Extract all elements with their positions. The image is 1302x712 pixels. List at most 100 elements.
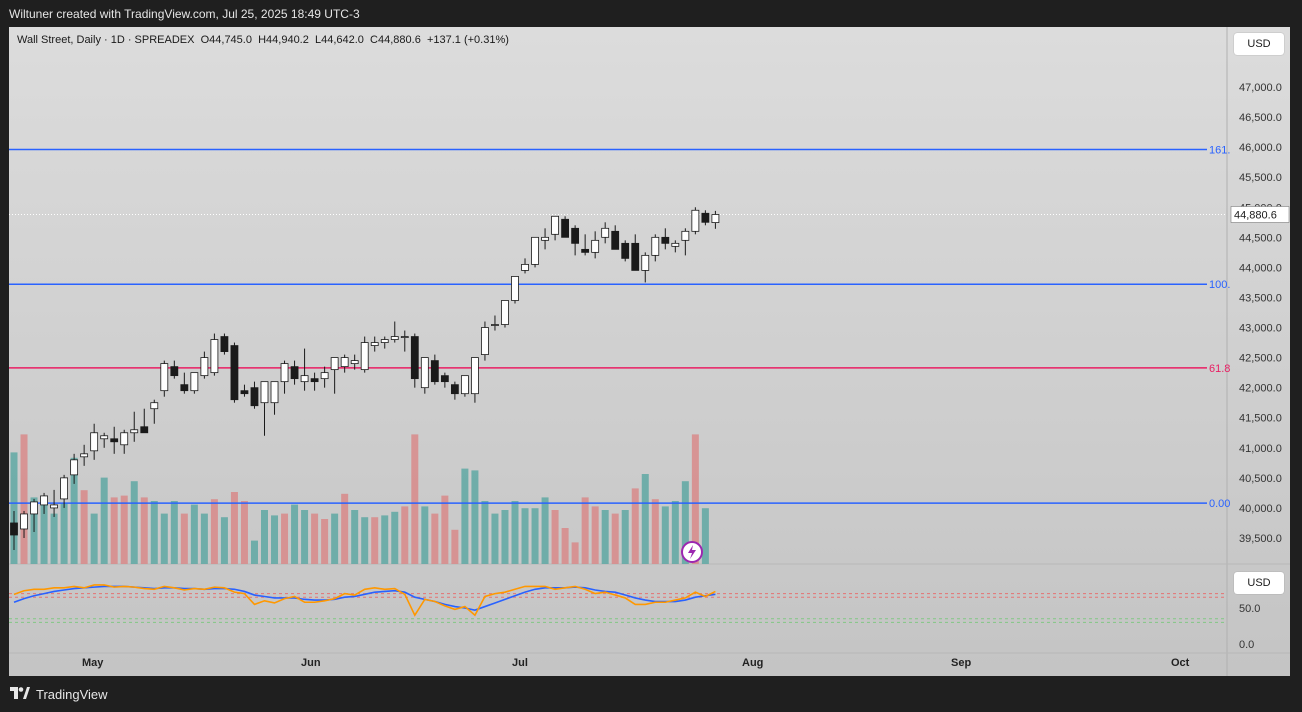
volume-bar <box>341 493 349 564</box>
y-tick-label: 43,000.0 <box>1239 323 1282 335</box>
candle-body <box>591 239 600 253</box>
chart-background <box>9 27 1290 676</box>
candle-body <box>320 372 329 380</box>
volume-bar <box>531 508 539 564</box>
symbol-legend: Wall Street, Daily · 1D · SPREADEX O44,7… <box>17 34 509 46</box>
candle-body <box>240 390 249 395</box>
volume-bar <box>461 468 469 564</box>
candle-body <box>200 357 209 377</box>
volume-bar <box>481 501 489 564</box>
volume-bar <box>551 510 559 564</box>
volume-bar <box>641 474 649 564</box>
candle-body <box>30 501 38 515</box>
fib-label: 61.8 <box>1209 363 1230 375</box>
y-tick-label: 45,500.0 <box>1239 172 1282 184</box>
candle-body <box>641 254 650 271</box>
candle-body <box>370 342 379 346</box>
volume-bar <box>261 510 268 564</box>
candle-body <box>90 432 99 452</box>
candle-body <box>531 236 539 265</box>
symbol-name: Wall Street, Daily · 1D · SPREADEX <box>17 34 195 46</box>
y-tick-label: 41,000.0 <box>1239 443 1282 455</box>
last-price-tag <box>1230 206 1290 223</box>
volume-bar <box>40 502 48 564</box>
y-tick-label: 40,500.0 <box>1239 473 1282 485</box>
candle-body <box>430 360 439 383</box>
lightning-bolt-icon <box>688 545 696 559</box>
candle-body <box>340 357 349 368</box>
candle-body <box>360 342 369 371</box>
change-value: +137.1 (+0.31%) <box>426 34 509 46</box>
candle-body <box>10 522 18 536</box>
rsi-currency-label: USD <box>1247 577 1271 589</box>
y-tick-label: 41,500.0 <box>1239 413 1282 425</box>
volume-bar <box>361 517 369 564</box>
volume-bar <box>230 492 238 564</box>
candle-body <box>611 230 620 250</box>
x-tick-label: Sep <box>951 657 971 669</box>
candle-body <box>651 236 660 256</box>
volume-bar <box>411 434 419 564</box>
volume-bar <box>210 499 218 564</box>
candle-body <box>711 214 720 224</box>
volume-bar <box>381 515 389 564</box>
volume-bar <box>140 497 148 564</box>
attribution-text: Wiltuner created with TradingView.com, J… <box>9 7 360 21</box>
candle-body <box>661 236 670 244</box>
volume-bar <box>681 481 689 564</box>
candle-body <box>460 375 469 395</box>
candle-body <box>410 336 419 380</box>
volume-bar <box>651 499 659 564</box>
volume-bar <box>200 513 208 564</box>
price-chart[interactable]: 39,500.0 40,000.0 40,500.0 41,000.0 41,500.0… <box>9 27 1290 676</box>
tradingview-logo-icon <box>10 686 30 702</box>
currency-button[interactable]: USD <box>1234 33 1284 55</box>
volume-bar <box>601 510 609 564</box>
candle-body <box>511 276 519 301</box>
volume-bar <box>431 513 439 564</box>
volume-bar <box>661 506 669 564</box>
low-value: L44,642.0 <box>314 34 364 46</box>
candle-body <box>150 402 159 410</box>
candle-body <box>310 378 319 383</box>
high-value: H44,940.2 <box>258 34 309 46</box>
candle-body <box>170 366 179 377</box>
candle-body <box>220 336 229 352</box>
candle-body <box>40 495 48 506</box>
volume-bar <box>90 513 98 564</box>
candle-body <box>571 227 580 244</box>
volume-bar <box>110 497 118 564</box>
x-tick-label: Aug <box>742 657 763 669</box>
candle-body <box>601 227 610 238</box>
volume-bar <box>331 513 339 564</box>
currency-label: USD <box>1247 38 1271 50</box>
candle-body <box>250 387 259 407</box>
x-tick-label: Oct <box>1171 657 1190 669</box>
footer-brand[interactable]: TradingView <box>10 684 108 704</box>
candle-body <box>471 357 479 395</box>
rsi-tick-label: 0.0 <box>1239 639 1254 651</box>
volume-bar <box>371 517 379 564</box>
volume-bar <box>671 501 679 564</box>
candle-body <box>581 248 590 253</box>
candle-body <box>450 384 459 395</box>
candle-body <box>290 366 299 380</box>
candle-body <box>50 504 58 509</box>
volume-bar <box>351 510 359 564</box>
candle-body <box>80 453 89 458</box>
volume-bar <box>160 513 168 564</box>
rsi-currency-button[interactable]: USD <box>1234 572 1284 594</box>
candle-body <box>681 230 690 241</box>
volume-bar <box>691 434 699 564</box>
volume-bar <box>571 542 579 564</box>
candle-body <box>230 345 239 401</box>
volume-bar <box>421 506 429 564</box>
y-tick-label: 44,000.0 <box>1239 262 1282 274</box>
x-tick-label: Jul <box>512 657 528 669</box>
candle-body <box>60 477 68 500</box>
x-tick-label: May <box>82 657 104 669</box>
volume-bar <box>10 452 18 564</box>
volume-bar <box>631 488 639 564</box>
volume-bar <box>511 501 519 564</box>
y-tick-label: 44,500.0 <box>1239 232 1282 244</box>
